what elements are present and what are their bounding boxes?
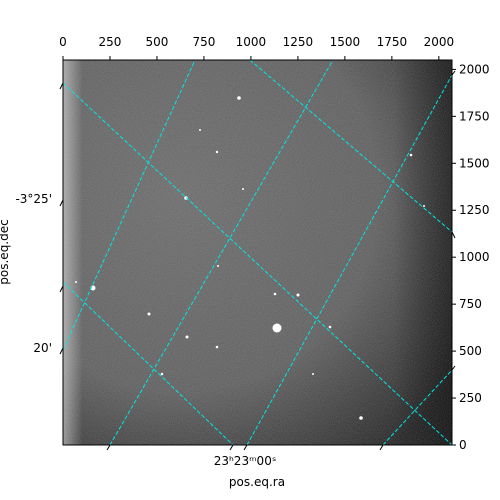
coordinate-grid bbox=[63, 60, 452, 445]
y-tick-label: 2000 bbox=[459, 62, 490, 76]
y-tick-label: 1750 bbox=[459, 109, 490, 123]
sky-image bbox=[63, 60, 452, 445]
x-tick-label: 1250 bbox=[283, 35, 314, 49]
y-tick-label: 0 bbox=[459, 438, 467, 452]
x-tick-label: 750 bbox=[192, 35, 215, 49]
wcs-x-tick-label: 23ʰ23ᵐ00ˢ bbox=[214, 454, 277, 468]
y-tick-label: 1000 bbox=[459, 250, 490, 264]
y-tick-label: 1250 bbox=[459, 203, 490, 217]
y-tick-label: 750 bbox=[459, 297, 482, 311]
plot-frame bbox=[62, 59, 453, 446]
wcs-y-tick-label: -3°25' bbox=[15, 192, 52, 206]
x-tick-label: 0 bbox=[59, 35, 67, 49]
y-tick-label: 1500 bbox=[459, 156, 490, 170]
wcs-ticks bbox=[59, 70, 456, 451]
x-tick-label: 1500 bbox=[330, 35, 361, 49]
x-tick-label: 250 bbox=[99, 35, 122, 49]
y-tick-label: 250 bbox=[459, 391, 482, 405]
y-tick-label: 500 bbox=[459, 344, 482, 358]
x-tick-label: 2000 bbox=[424, 35, 455, 49]
x-tick-label: 1000 bbox=[236, 35, 267, 49]
y-axis-label: pos.eq.dec bbox=[0, 219, 11, 284]
wcs-y-tick-label: 20' bbox=[33, 341, 52, 355]
x-tick-label: 1750 bbox=[377, 35, 408, 49]
x-tick-label: 500 bbox=[146, 35, 169, 49]
x-axis-label: pos.eq.ra bbox=[229, 475, 285, 489]
